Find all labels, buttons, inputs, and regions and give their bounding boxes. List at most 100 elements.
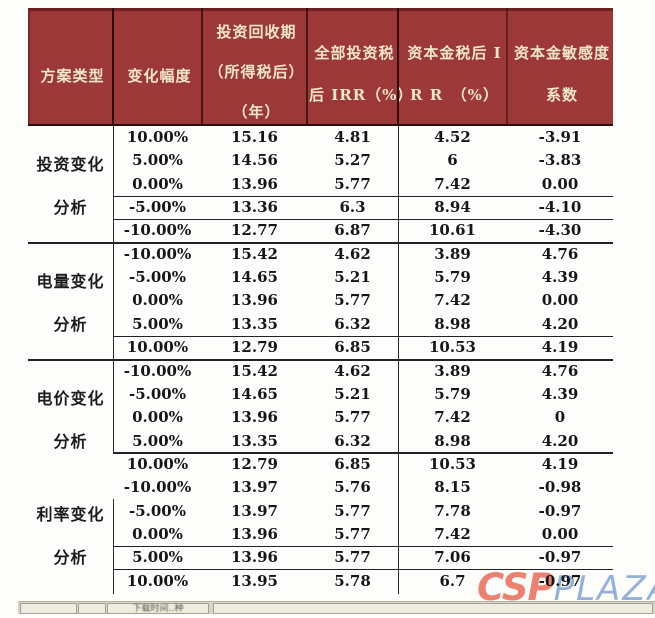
table-cell: 8.94 bbox=[434, 198, 471, 217]
table-cell: -0.98 bbox=[538, 478, 582, 497]
table-cell: -5.00% bbox=[128, 198, 186, 217]
table-cell: -3.91 bbox=[538, 128, 582, 146]
table-cell: 7.42 bbox=[434, 524, 471, 543]
table-cell: 0.00% bbox=[132, 291, 183, 310]
status-bar-segment-3: 下载时间‥种 bbox=[107, 603, 209, 614]
column-header-capital-irr-line1: 资本金税后 I bbox=[407, 44, 502, 62]
table-cell: 13.97 bbox=[231, 478, 278, 497]
group-label: 分析 bbox=[53, 431, 88, 451]
table-cell: 13.96 bbox=[231, 408, 278, 427]
column-header-payback-line2: （所得税后） bbox=[208, 63, 305, 81]
table-cell: 6.32 bbox=[334, 314, 371, 333]
status-bar-segment-1 bbox=[20, 603, 77, 614]
table-cell: 6.87 bbox=[334, 221, 371, 240]
table-cell: 10.00% bbox=[126, 454, 189, 473]
table-cell: 8.15 bbox=[434, 478, 471, 497]
table-cell: 14.65 bbox=[231, 268, 278, 287]
table-cell: 10.00% bbox=[126, 571, 189, 590]
table-cell: 0.00% bbox=[132, 524, 183, 543]
group-label: 利率变化 bbox=[36, 505, 105, 525]
table-cell: 5.00% bbox=[132, 314, 183, 333]
table-cell: -10.00% bbox=[123, 361, 192, 380]
group-label: 分析 bbox=[53, 314, 88, 334]
group-label: 分析 bbox=[53, 548, 88, 568]
table-cell: 0.00% bbox=[132, 174, 183, 193]
table-cell: 5.77 bbox=[334, 291, 371, 310]
table-cell: 6.85 bbox=[334, 454, 371, 473]
table-cell: 4.81 bbox=[334, 128, 371, 146]
divider bbox=[201, 8, 203, 125]
table-cell: -0.97 bbox=[538, 548, 582, 567]
table-cell: 5.78 bbox=[334, 571, 371, 590]
table-cell: 13.36 bbox=[231, 198, 278, 217]
table-cell: 14.56 bbox=[231, 151, 278, 170]
table-cell: 6.32 bbox=[334, 431, 371, 450]
table-cell: 5.77 bbox=[334, 548, 371, 567]
table-cell: 6.7 bbox=[439, 571, 466, 590]
table-cell: 7.42 bbox=[434, 408, 471, 427]
divider bbox=[112, 125, 115, 453]
table-cell: 7.78 bbox=[434, 501, 471, 520]
table-cell: 4.76 bbox=[541, 361, 579, 380]
column-header-sensitivity-line2: 系数 bbox=[545, 86, 578, 104]
divider bbox=[112, 499, 115, 594]
divider bbox=[397, 125, 400, 594]
table-cell: 12.79 bbox=[231, 338, 278, 357]
table-cell: 3.89 bbox=[434, 361, 471, 380]
table-cell: 14.65 bbox=[231, 384, 278, 403]
table-cell: 7.42 bbox=[434, 174, 471, 193]
column-header-sensitivity-line1: 资本金敏感度 bbox=[513, 44, 610, 62]
table-cell: 5.77 bbox=[334, 174, 371, 193]
divider bbox=[113, 452, 613, 454]
table-cell: 7.06 bbox=[434, 548, 471, 567]
table-cell: -0.97 bbox=[538, 571, 582, 590]
group-label: 投资变化 bbox=[36, 155, 105, 174]
table-cell: 10.61 bbox=[429, 221, 476, 240]
table-cell: 15.42 bbox=[231, 244, 278, 263]
table-cell: 13.96 bbox=[231, 174, 278, 193]
table-cell: -5.00% bbox=[128, 384, 186, 403]
table-cell: 10.53 bbox=[429, 454, 476, 473]
divider bbox=[113, 335, 613, 337]
table-cell: -10.00% bbox=[123, 244, 192, 263]
table-cell: 5.21 bbox=[334, 384, 371, 403]
table-cell: -5.00% bbox=[128, 501, 186, 520]
table-cell: 7.42 bbox=[434, 291, 471, 310]
table-cell: 13.95 bbox=[231, 571, 278, 590]
group-label: 电价变化 bbox=[36, 388, 105, 408]
table-cell: 13.96 bbox=[231, 548, 278, 567]
table-cell: -0.97 bbox=[538, 501, 582, 520]
column-header-capital-irr-line2: R R （%） bbox=[410, 86, 499, 104]
table-cell: -4.10 bbox=[538, 198, 582, 217]
table-cell: 13.35 bbox=[231, 431, 278, 450]
table-cell: 5.77 bbox=[334, 408, 371, 427]
divider bbox=[28, 358, 613, 361]
table-cell: 4.62 bbox=[334, 361, 371, 380]
table-cell: 5.77 bbox=[334, 524, 371, 543]
table-cell: 4.19 bbox=[541, 454, 579, 473]
table-cell: 4.20 bbox=[541, 314, 579, 333]
divider bbox=[113, 568, 613, 571]
table-cell: 6 bbox=[447, 151, 458, 170]
status-bar-text: 下载时间‥种 bbox=[132, 604, 184, 614]
table-cell: 4.20 bbox=[541, 431, 579, 450]
divider bbox=[306, 8, 308, 125]
column-header-total-irr-line1: 全部投资税 bbox=[314, 44, 395, 62]
table-cell: -10.00% bbox=[123, 478, 192, 497]
table-cell: 5.76 bbox=[334, 478, 371, 497]
table-cell: 8.98 bbox=[434, 314, 471, 333]
table-cell: 10.00% bbox=[126, 338, 189, 357]
group-label: 电量变化 bbox=[36, 271, 105, 291]
divider bbox=[506, 8, 508, 125]
table-cell: 4.76 bbox=[541, 244, 579, 263]
group-label: 分析 bbox=[53, 198, 88, 217]
table-cell: 5.00% bbox=[132, 548, 183, 567]
table-cell: 15.16 bbox=[231, 128, 278, 146]
column-header-payback-line3: （年） bbox=[232, 103, 281, 121]
table-cell: 13.96 bbox=[231, 291, 278, 310]
table-cell: 4.62 bbox=[334, 244, 371, 263]
table-cell: 12.77 bbox=[231, 221, 278, 240]
divider bbox=[113, 195, 613, 197]
table-cell: 5.77 bbox=[334, 501, 371, 520]
